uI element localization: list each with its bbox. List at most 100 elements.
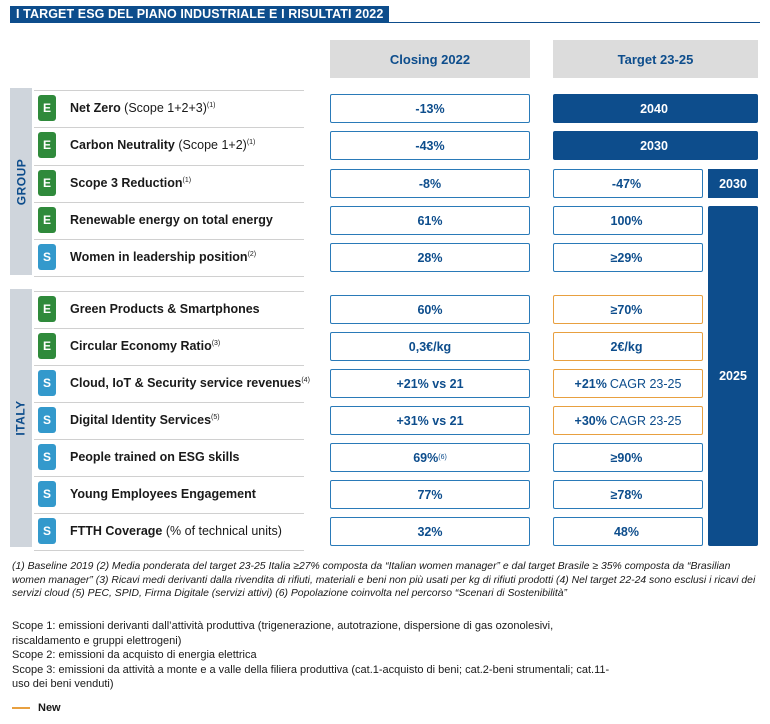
social-tag: S [38,407,56,433]
kpi-qualifier: (Scope 1+2) [174,138,247,152]
target-value-text: 2040 [640,101,668,116]
scope-2-definition: Scope 2: emissioni da acquisto di energi… [12,649,257,661]
kpi-name: Digital Identity Services [70,413,212,427]
footnotes: (1) Baseline 2019 (2) Media ponderata de… [12,561,756,599]
kpi-label: FTTH Coverage (% of technical units) [70,524,282,538]
kpi-name: Circular Economy Ratio [70,339,212,353]
target-value-text: 2030 [640,138,668,153]
closing-value: -13% [330,94,530,123]
kpi-label: Scope 3 Reduction(1) [70,176,191,190]
closing-value-text: 0,3€/kg [408,339,452,354]
closing-value: 32% [330,517,530,546]
row-separator [34,291,304,292]
target-value: ≥29% [553,243,703,272]
target-value-text: +21% [574,376,607,391]
closing-value: 69% (6) [330,443,530,472]
social-tag: S [38,370,56,396]
kpi-label: Net Zero (Scope 1+2+3)(1) [70,101,215,115]
closing-value: +31% vs 21 [330,406,530,435]
target-value-text: 2€/kg [610,339,643,354]
kpi-name: Women in leadership position [70,250,248,264]
scope-1-definition: Scope 1: emissioni derivanti dall’attivi… [12,620,554,647]
target-value: 100% [553,206,703,235]
kpi-label: Carbon Neutrality (Scope 1+2)(1) [70,138,255,152]
italy-label: ITALY [14,400,29,436]
kpi-label: Circular Economy Ratio(3) [70,339,220,353]
kpi-label: Young Employees Engagement [70,487,256,501]
kpi-label: Digital Identity Services(5) [70,413,220,427]
row-separator [34,402,304,403]
page-title: I TARGET ESG DEL PIANO INDUSTRIALE E I R… [10,6,390,23]
environmental-tag: E [38,170,56,196]
kpi-label: People trained on ESG skills [70,450,240,464]
kpi-name: Net Zero [70,101,121,115]
social-tag: S [38,518,56,544]
legend: New [12,702,61,714]
footnote-ref: (5) [211,413,220,421]
group-band [10,88,32,275]
kpi-name: FTTH Coverage [70,524,163,538]
target-value-text: ≥78% [610,487,643,502]
kpi-qualifier: (% of technical units) [162,524,282,538]
closing-value-text: -13% [415,101,445,116]
row-separator [34,328,304,329]
group-label: GROUP [14,158,29,205]
footnote-ref: (6) [438,454,447,461]
kpi-name: Green Products & Smartphones [70,302,260,316]
closing-value: 61% [330,206,530,235]
target-qualifier: CAGR 23-25 [609,376,682,391]
closing-value-text: 28% [417,250,443,265]
target-value-text: 48% [613,524,640,539]
closing-value: -43% [330,131,530,160]
closing-value: 28% [330,243,530,272]
closing-value-text: 32% [417,524,443,539]
new-swatch [12,707,30,709]
kpi-name: Young Employees Engagement [70,487,256,501]
kpi-name: Renewable energy on total energy [70,213,273,227]
row-separator [34,239,304,240]
social-tag: S [38,244,56,270]
row-separator [34,550,304,551]
footnote-ref: (3) [211,339,221,347]
target-value-text: ≥90% [610,450,643,465]
kpi-name: People trained on ESG skills [70,450,240,464]
target-value-text: ≥29% [610,250,643,265]
row-separator [34,365,304,366]
target-value-text: +30% [574,413,607,428]
target-value: -47% [553,169,703,198]
kpi-name: Scope 3 Reduction [70,176,183,190]
row-separator [34,165,304,166]
title-rule [10,22,760,23]
target-column-header: Target 23-25 [553,40,758,78]
kpi-label: Green Products & Smartphones [70,302,260,316]
footnote-ref: (1) [182,176,192,184]
closing-value-text: +21% vs 21 [396,376,464,391]
scope-3-definition: Scope 3: emissioni da attività a monte e… [12,663,610,691]
target-value: ≥78% [553,480,703,509]
kpi-label: Women in leadership position(2) [70,250,256,264]
target-value: 2030 [553,131,758,160]
target-value: 2€/kg [553,332,703,361]
closing-column-header: Closing 2022 [330,40,530,78]
row-separator [34,439,304,440]
row-separator [34,476,304,477]
environmental-tag: E [38,207,56,233]
footnote-ref: (2) [247,250,257,258]
closing-value: -8% [330,169,530,198]
row-separator [34,513,304,514]
closing-value-text: 69% [413,450,439,465]
target-value: +21% CAGR 23-25 [553,369,703,398]
italy-band [10,289,32,547]
closing-value: 77% [330,480,530,509]
footnote-ref: (1) [246,138,256,146]
closing-value-text: 61% [417,213,443,228]
target-value: ≥70% [553,295,703,324]
footnote-ref: (1) [206,101,216,109]
target-value: 48% [553,517,703,546]
closing-value-text: +31% vs 21 [396,413,464,428]
social-tag: S [38,481,56,507]
kpi-name: Cloud, IoT & Security service revenues [70,376,302,390]
environmental-tag: E [38,95,56,121]
legend-new-label: New [38,702,61,714]
target-value: ≥90% [553,443,703,472]
